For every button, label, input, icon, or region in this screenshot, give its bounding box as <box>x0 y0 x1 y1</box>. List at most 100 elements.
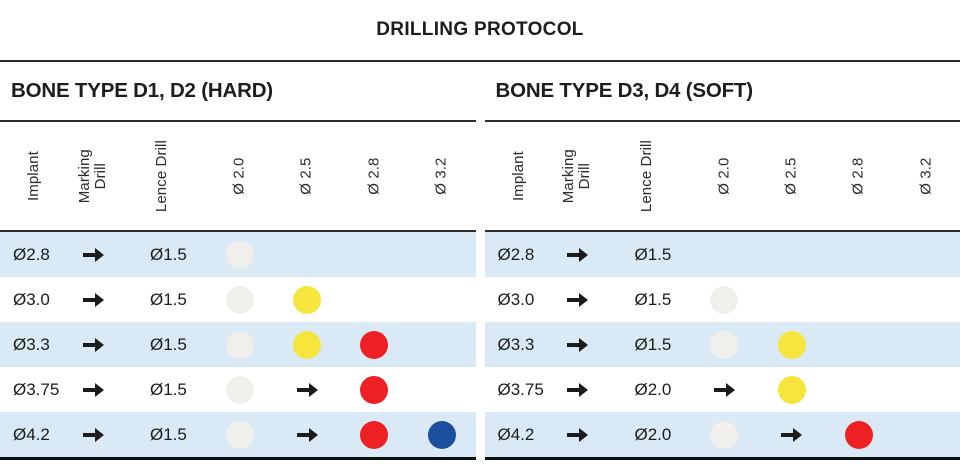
drill-step-cell <box>408 367 475 412</box>
drill-step-cell <box>825 322 892 367</box>
column-header-label: Ø 3.2 <box>432 157 450 195</box>
drill-dot-red <box>360 330 389 359</box>
table-row: Ø3.75 Ø1.5 <box>0 367 476 412</box>
drill-dot-red <box>844 420 873 449</box>
drill-step-cell <box>408 277 475 322</box>
column-header-label: Ø 2.5 <box>297 157 315 195</box>
marking-arrow-cell <box>68 277 118 322</box>
marking-arrow-cell <box>68 232 118 277</box>
drill-step-cell <box>691 367 758 412</box>
drill-step-cell <box>758 412 825 457</box>
protocol-table: BONE TYPE D1, D2 (HARD) Implant Marking D… <box>0 62 476 460</box>
lence-drill-size: Ø1.5 <box>634 289 672 309</box>
implant-size: Ø3.3 <box>497 334 535 354</box>
marking-arrow-cell <box>553 412 603 457</box>
drill-dot-gray <box>225 375 254 404</box>
arrow-icon <box>567 247 588 262</box>
column-header-cell: Marking Drill <box>68 122 118 230</box>
lence-drill-size: Ø1.5 <box>150 244 187 264</box>
table-row: Ø3.3 Ø1.5 <box>484 322 960 367</box>
drill-step-cell <box>893 412 960 457</box>
column-header-cell: Implant <box>485 122 553 230</box>
marking-arrow-cell <box>68 322 118 367</box>
drill-step-cell <box>825 277 892 322</box>
marking-arrow-cell <box>553 232 603 277</box>
drill-dot-yellow <box>293 285 322 314</box>
column-header-cell: Ø 2.0 <box>691 122 758 230</box>
implant-size: Ø2.8 <box>13 244 50 264</box>
drill-dot-gray <box>225 330 254 359</box>
lence-drill-size: Ø1.5 <box>150 379 187 399</box>
column-header-label: Marking Drill <box>560 148 594 204</box>
column-header-label: Ø 2.8 <box>365 157 383 195</box>
table-row: Ø3.75 Ø2.0 <box>485 367 960 412</box>
column-header-label: Ø 3.2 <box>917 157 935 195</box>
drill-step-cell <box>273 322 340 367</box>
table-rows: Ø2.8 Ø1.5 Ø3.0 Ø1.5 Ø3.3 Ø1.5 Ø3.75 Ø1.5 Ø4.2 Ø1.… <box>0 232 476 460</box>
drill-step-cell <box>893 277 960 322</box>
drill-step-cell <box>341 277 408 322</box>
drill-dot-gray <box>225 420 254 449</box>
table-row: Ø3.0 Ø1.5 <box>485 277 960 322</box>
column-header-cell: Ø 2.5 <box>273 122 340 230</box>
implant-size: Ø4.2 <box>497 424 535 444</box>
lence-drill-size: Ø1.5 <box>634 334 672 354</box>
drill-step-cell <box>273 277 340 322</box>
column-header-cell: Ø 2.8 <box>341 122 408 230</box>
column-header-label: Lence Drill <box>152 140 170 212</box>
column-header-cell: Ø 2.0 <box>206 122 273 230</box>
drill-step-cell <box>341 412 408 457</box>
drill-dot-gray <box>225 240 254 269</box>
column-header-cell: Ø 2.8 <box>825 122 892 230</box>
table-row: Ø2.8 Ø1.5 <box>0 232 476 277</box>
drill-step-cell <box>825 367 892 412</box>
drill-step-cell <box>341 232 408 277</box>
page-title: DRILLING PROTOCOL <box>376 19 584 40</box>
column-header-cell: Implant <box>0 122 68 230</box>
arrow-icon <box>82 382 104 397</box>
drill-dot-yellow <box>293 330 322 359</box>
lence-drill-size: Ø1.5 <box>150 424 187 444</box>
arrow-icon <box>296 382 318 397</box>
drill-dot-gray <box>710 420 739 449</box>
arrow-icon <box>567 292 588 307</box>
implant-size: Ø3.75 <box>13 379 60 399</box>
drill-step-cell <box>825 232 892 277</box>
column-header-label: Implant <box>24 151 42 201</box>
implant-size: Ø3.3 <box>13 334 50 354</box>
arrow-icon <box>567 382 588 397</box>
implant-size: Ø2.8 <box>497 244 535 264</box>
arrow-icon <box>713 382 735 397</box>
table-row: Ø3.0 Ø1.5 <box>0 277 476 322</box>
drill-step-cell <box>341 322 408 367</box>
drill-step-cell <box>825 412 892 457</box>
drill-step-cell <box>206 322 273 367</box>
arrow-icon <box>82 247 104 262</box>
table-row: Ø3.3 Ø1.5 <box>0 322 476 367</box>
drill-step-cell <box>206 367 273 412</box>
marking-arrow-cell <box>68 367 118 412</box>
implant-size: Ø3.0 <box>497 289 535 309</box>
drill-step-cell <box>893 322 960 367</box>
column-header-cell: Lence Drill <box>118 122 206 230</box>
column-header-label: Ø 2.5 <box>782 157 800 195</box>
drill-step-cell <box>758 277 825 322</box>
marking-arrow-cell <box>68 412 118 457</box>
drill-step-cell <box>341 367 408 412</box>
lence-drill-size: Ø1.5 <box>634 244 672 264</box>
column-header-label: Lence Drill <box>637 140 655 212</box>
marking-arrow-cell <box>553 322 603 367</box>
column-header-cell: Marking Drill <box>553 122 603 230</box>
drill-step-cell <box>691 277 758 322</box>
arrow-icon <box>781 427 803 442</box>
drill-step-cell <box>893 367 960 412</box>
drill-dot-gray <box>225 285 254 314</box>
drill-dot-red <box>360 375 389 404</box>
drill-step-cell <box>206 412 273 457</box>
protocol-table: BONE TYPE D3, D4 (SOFT) Implant Marking D… <box>484 62 960 460</box>
marking-arrow-cell <box>553 277 603 322</box>
arrow-icon <box>82 337 104 352</box>
implant-size: Ø4.2 <box>13 424 50 444</box>
column-headers: Implant Marking Drill Lence Drill Ø 2.0 Ø 2.… <box>484 122 960 232</box>
drill-dot-red <box>360 420 389 449</box>
